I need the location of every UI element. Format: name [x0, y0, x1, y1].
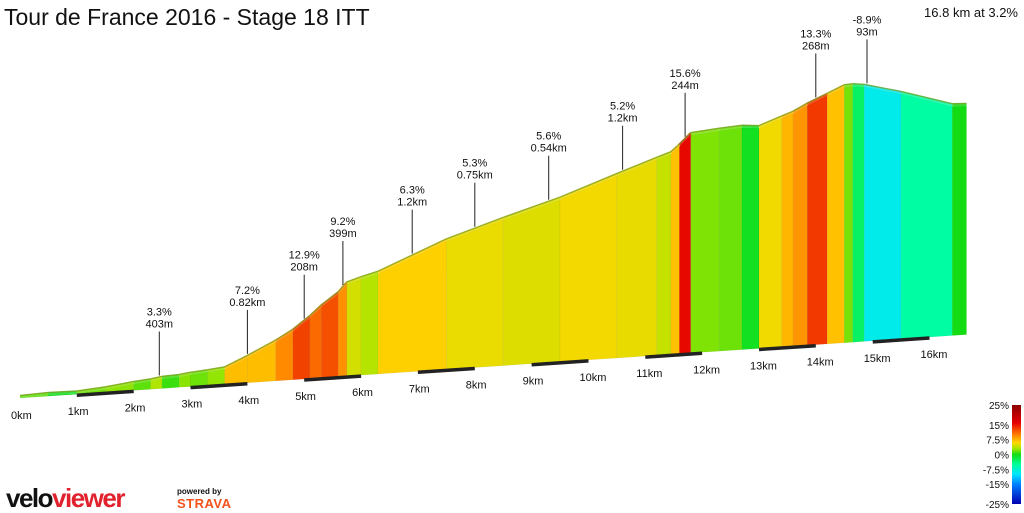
- gradient-segment: [446, 220, 503, 370]
- gradient-segment: [503, 200, 560, 366]
- legend-color-bar: [1012, 405, 1021, 504]
- x-tick-label: 7km: [409, 383, 430, 395]
- x-tick-label: 4km: [238, 395, 259, 407]
- x-tick-label: 15km: [864, 353, 891, 365]
- gradient-segment: [901, 94, 952, 339]
- annotation-length: 1.2km: [608, 113, 638, 125]
- x-tick-label: 5km: [295, 391, 316, 403]
- gradient-segment: [742, 128, 759, 350]
- x-tick-label: 12km: [693, 364, 720, 376]
- legend-label: 25%: [989, 401, 1009, 412]
- gradient-segment: [782, 114, 793, 347]
- annotation-length: 93m: [856, 26, 877, 38]
- x-tick-label: 14km: [807, 357, 834, 369]
- legend-label: -7.5%: [983, 465, 1009, 476]
- annotation-length: 0.75km: [457, 170, 493, 182]
- x-tick-label: 0km: [11, 410, 32, 422]
- x-tick-label: 3km: [182, 399, 203, 411]
- x-tick-label: 8km: [466, 380, 487, 392]
- legend-label: -25%: [986, 500, 1009, 511]
- legend-label: 0%: [995, 451, 1010, 462]
- logo-part-viewer: viewer: [52, 483, 124, 513]
- annotation-grade: 15.6%: [669, 68, 700, 80]
- annotation-grade: -8.9%: [853, 14, 882, 26]
- x-tick-label: 13km: [750, 361, 777, 373]
- annotation-length: 0.54km: [531, 143, 567, 155]
- annotation-grade: 5.3%: [462, 158, 487, 170]
- gradient-segment: [338, 284, 347, 376]
- annotation-length: 1.2km: [397, 197, 427, 209]
- gradient-segment: [191, 372, 208, 386]
- annotation-grade: 12.9%: [289, 250, 320, 262]
- gradient-segment: [671, 147, 680, 355]
- annotation-length: 244m: [671, 80, 699, 92]
- x-tick-label: 11km: [636, 368, 662, 380]
- gradient-segment: [617, 160, 657, 358]
- gradient-segment: [347, 279, 361, 376]
- gradient-legend: 25% 15% 7.5% 0% -7.5% -15% -25%: [983, 401, 1021, 511]
- annotation-grade: 5.2%: [610, 101, 635, 113]
- gradient-segment: [657, 154, 671, 355]
- x-tick-label: 10km: [580, 372, 607, 384]
- gradient-segment: [853, 86, 864, 342]
- annotation-length: 268m: [802, 40, 830, 52]
- annotation-grade: 3.3%: [147, 307, 172, 319]
- gradient-segment: [679, 135, 690, 354]
- gradient-segment: [844, 86, 853, 343]
- gradient-segment: [807, 96, 827, 345]
- gradient-segment: [719, 128, 742, 351]
- x-tick-label: 2km: [125, 402, 146, 414]
- veloviewer-logo: veloviewer: [6, 484, 124, 512]
- annotation-length: 403m: [146, 319, 174, 331]
- annotation-length: 0.82km: [229, 297, 265, 309]
- gradient-segment: [310, 307, 321, 378]
- gradient-segment: [864, 87, 901, 342]
- strava-logo: STRAVA: [177, 497, 232, 511]
- gradient-segment: [378, 241, 446, 374]
- annotation-grade: 9.2%: [330, 216, 355, 228]
- x-tick-label: 1km: [68, 406, 89, 418]
- legend-label: 7.5%: [986, 436, 1009, 447]
- gradient-segment: [560, 176, 617, 362]
- logo-part-velo: velo: [6, 483, 52, 513]
- gradient-segment: [793, 106, 807, 347]
- powered-by-label: powered by: [177, 487, 221, 496]
- gradient-segment: [321, 294, 338, 378]
- annotation-grade: 6.3%: [400, 185, 425, 197]
- annotation-grade: 5.6%: [536, 131, 561, 143]
- gradient-segment: [361, 274, 378, 375]
- annotation-grade: 13.3%: [800, 28, 831, 40]
- gradient-segment: [952, 106, 966, 336]
- x-tick-label: 9km: [523, 376, 544, 388]
- annotation-grade: 7.2%: [235, 285, 260, 297]
- gradient-segment: [759, 118, 782, 348]
- profile-3d-faces: [20, 84, 967, 398]
- annotation-length: 208m: [290, 262, 318, 274]
- gradient-segment: [162, 377, 179, 389]
- x-tick-label: 6km: [352, 387, 373, 399]
- annotation-length: 399m: [329, 228, 357, 240]
- legend-label: -15%: [986, 480, 1009, 491]
- gradient-segment: [827, 87, 844, 344]
- x-tick-label: 16km: [921, 349, 948, 361]
- gradient-segment: [691, 131, 719, 353]
- legend-label: 15%: [989, 421, 1009, 432]
